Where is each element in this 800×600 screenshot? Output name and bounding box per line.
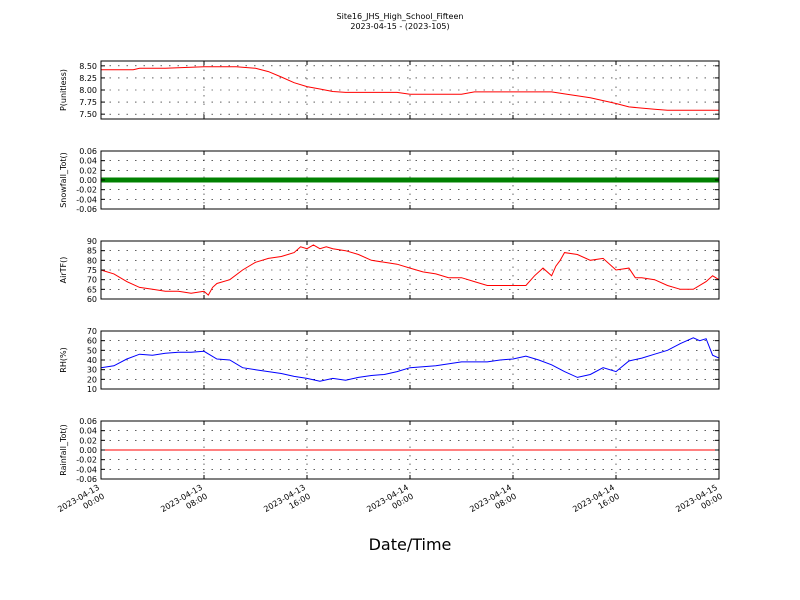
x-axis-label: Date/Time xyxy=(369,535,452,554)
y-tick-label: 20 xyxy=(87,375,97,384)
panel-2: -0.06-0.04-0.020.000.020.040.06 Snowfall_… xyxy=(59,147,720,214)
y-tick-label: 50 xyxy=(87,346,97,355)
y-axis-label: RH(%) xyxy=(59,347,68,372)
x-tick-label: 2023-04-1416:00 xyxy=(571,483,621,523)
y-tick-label: 8.25 xyxy=(79,74,97,83)
panel-1: 7.50 7.75 8.00 8.25 8.50 P(unitless) xyxy=(59,60,720,120)
y-tick-label: 7.75 xyxy=(79,98,97,107)
y-tick-label: 85 xyxy=(87,247,97,256)
y-tick-label: 80 xyxy=(87,256,97,265)
y-tick-label: -0.04 xyxy=(76,195,97,204)
y-tick-label: 7.50 xyxy=(79,110,97,119)
x-tick-label: 2023-04-1408:00 xyxy=(468,483,518,523)
x-tick-label: 2023-04-1308:00 xyxy=(159,483,209,523)
y-tick-label: 90 xyxy=(87,237,97,246)
y-tick-label: 60 xyxy=(87,295,97,304)
panel-5: -0.06-0.04-0.020.000.020.040.06 Rainfall_… xyxy=(59,417,720,484)
y-axis-label: P(unitless) xyxy=(59,69,68,111)
y-tick-label: -0.02 xyxy=(76,186,97,195)
y-tick-label: 0.00 xyxy=(79,446,97,455)
series-line xyxy=(101,66,719,111)
y-axis-label: Rainfall_Tot() xyxy=(59,424,68,476)
y-tick-label: 8.00 xyxy=(79,86,97,95)
y-tick-label: 70 xyxy=(87,276,97,285)
x-tick-label: 2023-04-1300:00 xyxy=(56,483,106,523)
y-tick-label: 60 xyxy=(87,337,97,346)
y-tick-label: 70 xyxy=(87,327,97,336)
y-axis-label: AirTF() xyxy=(59,257,68,284)
series-line xyxy=(100,244,720,296)
y-tick-label: 0.00 xyxy=(79,176,97,185)
y-tick-label: 0.06 xyxy=(79,417,97,426)
y-tick-label: -0.02 xyxy=(76,456,97,465)
y-tick-label: 65 xyxy=(87,285,97,294)
y-tick-label: -0.06 xyxy=(76,475,97,484)
series-line xyxy=(100,337,720,382)
y-tick-label: -0.06 xyxy=(76,205,97,214)
chart-title: Site16_JHS_High_School_Fifteen xyxy=(337,12,464,21)
y-tick-label: -0.04 xyxy=(76,465,97,474)
x-tick-label: 2023-04-1500:00 xyxy=(674,483,724,523)
y-tick-label: 0.02 xyxy=(79,166,97,175)
y-tick-label: 10 xyxy=(87,385,97,394)
y-tick-label: 0.06 xyxy=(79,147,97,156)
x-tick-label: 2023-04-1316:00 xyxy=(262,483,312,523)
y-tick-label: 75 xyxy=(87,266,97,275)
y-tick-label: 8.50 xyxy=(79,62,97,71)
y-tick-label: 0.02 xyxy=(79,436,97,445)
x-tick-label: 2023-04-1400:00 xyxy=(365,483,415,523)
y-axis-label: Snowfall_Tot() xyxy=(59,152,68,208)
y-tick-label: 0.04 xyxy=(79,157,97,166)
y-tick-label: 40 xyxy=(87,356,97,365)
y-tick-label: 30 xyxy=(87,366,97,375)
y-tick-label: 0.04 xyxy=(79,427,97,436)
chart-subtitle: 2023-04-15 - (2023-105) xyxy=(350,22,449,31)
